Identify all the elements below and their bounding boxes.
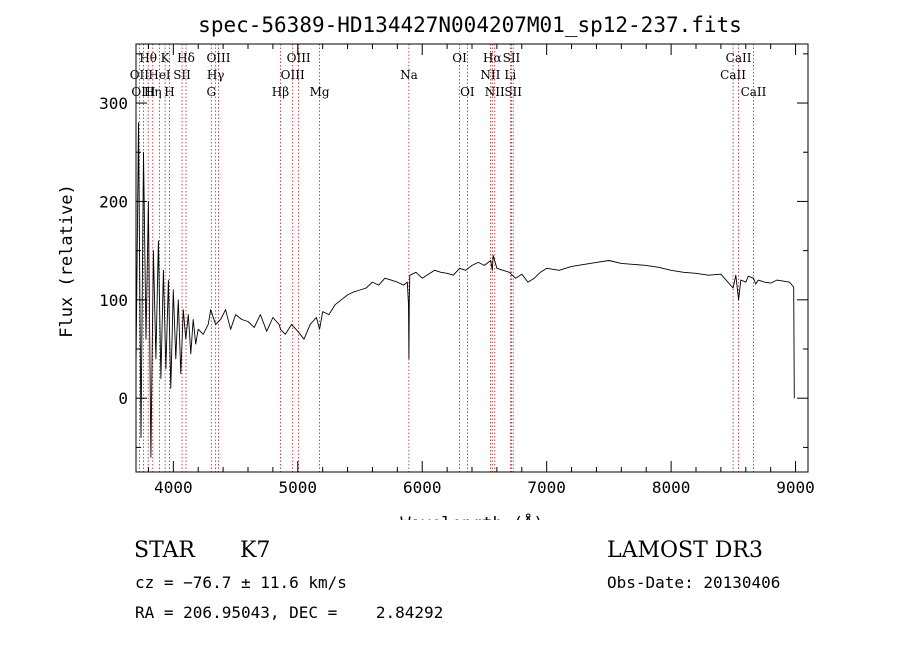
line-label-24: SII [504, 85, 522, 99]
x-tick-label-3: 7000 [527, 478, 566, 497]
line-label-3: K [161, 51, 171, 65]
x-tick-label-4: 8000 [652, 478, 691, 497]
x-axis: 4000 5000 6000 7000 8000 9000 [147, 44, 815, 497]
line-label-17: OI [452, 51, 467, 65]
line-label-23: Li [504, 68, 516, 82]
line-label-21: NII [485, 85, 505, 99]
spectral-line-markers [138, 44, 754, 472]
line-label-26: CaII [720, 68, 746, 82]
chart-title: spec-56389-HD134427N004207M01_sp12-237.f… [198, 13, 742, 37]
y-tick-label-2: 200 [99, 192, 128, 211]
x-tick-label-2: 6000 [403, 478, 442, 497]
observation-date: Obs-Date: 20130406 [607, 573, 781, 592]
line-label-15: Mg [310, 85, 330, 99]
line-label-11: G [206, 85, 216, 99]
line-label-16: Na [400, 68, 418, 82]
x-tick-label-5: 9000 [776, 478, 815, 497]
line-label-14: OIII [281, 68, 305, 82]
spectral-line-labels: Hθ OII OIII K HeI Hη Hδ SII H OIII Hγ G Hβ OIII OIII Mg… [130, 51, 767, 99]
line-label-19: Hα [483, 51, 502, 65]
line-label-22: SII [503, 51, 521, 65]
line-label-25: CaII [726, 51, 752, 65]
line-label-9: OIII [206, 51, 230, 65]
line-label-10: Hγ [207, 68, 225, 82]
x-axis-label: Wavelength (Å) [400, 512, 543, 520]
y-tick-label-3: 300 [99, 94, 128, 113]
survey-name: LAMOST DR3 [607, 538, 763, 563]
line-label-13: OIII [287, 51, 311, 65]
line-label-0: Hθ [139, 51, 157, 65]
coordinates: RA = 206.95043, DEC = 2.84292 [135, 603, 444, 622]
line-label-4: HeI [148, 68, 171, 82]
line-label-20: NII [480, 68, 500, 82]
object-subclass: K7 [240, 538, 271, 563]
line-label-18: OI [460, 85, 475, 99]
line-label-7: SII [173, 68, 191, 82]
line-label-27: CaII [741, 85, 767, 99]
redshift-velocity: cz = −76.7 ± 11.6 km/s [135, 573, 347, 592]
y-tick-label-1: 100 [99, 291, 128, 310]
object-class: STAR [134, 538, 195, 563]
y-tick-label-0: 0 [118, 389, 128, 408]
spectrum-chart: spec-56389-HD134427N004207M01_sp12-237.f… [57, 13, 815, 520]
y-axis-label: Flux (relative) [57, 184, 77, 338]
line-label-6: Hδ [177, 51, 195, 65]
x-tick-label-0: 4000 [154, 478, 193, 497]
plot-frame [135, 43, 809, 473]
line-label-2: OIII [131, 85, 155, 99]
line-label-5: Hη [144, 85, 162, 99]
x-tick-label-1: 5000 [279, 478, 318, 497]
line-label-8: H [164, 85, 174, 99]
line-label-12: Hβ [272, 85, 289, 99]
spectrum-line [135, 122, 795, 458]
y-axis: 0 100 200 300 [99, 53, 808, 448]
line-label-1: OII [130, 68, 150, 82]
